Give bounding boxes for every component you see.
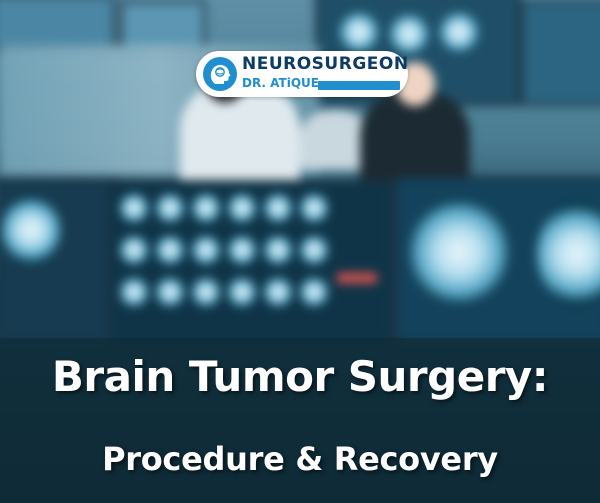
text-overlay bbox=[0, 338, 600, 503]
brand-logo: NEUROSURGEON DR. ATiQUE bbox=[196, 51, 408, 97]
logo-title: NEUROSURGEON bbox=[242, 54, 409, 74]
headline-subtitle: Procedure & Recovery bbox=[102, 440, 498, 478]
brain-head-icon bbox=[203, 57, 237, 91]
desk-monitor bbox=[0, 178, 122, 344]
logo-accent-bar bbox=[318, 81, 400, 90]
wall-monitor bbox=[520, 0, 600, 106]
wall-monitor bbox=[0, 0, 116, 50]
doctor-figure bbox=[360, 90, 470, 190]
logo-subtitle: DR. ATiQUE bbox=[242, 76, 319, 90]
headline-title: Brain Tumor Surgery: bbox=[51, 352, 549, 401]
doctor-figure bbox=[180, 80, 300, 190]
desk-monitor bbox=[108, 180, 394, 346]
desk-monitor bbox=[394, 176, 600, 344]
